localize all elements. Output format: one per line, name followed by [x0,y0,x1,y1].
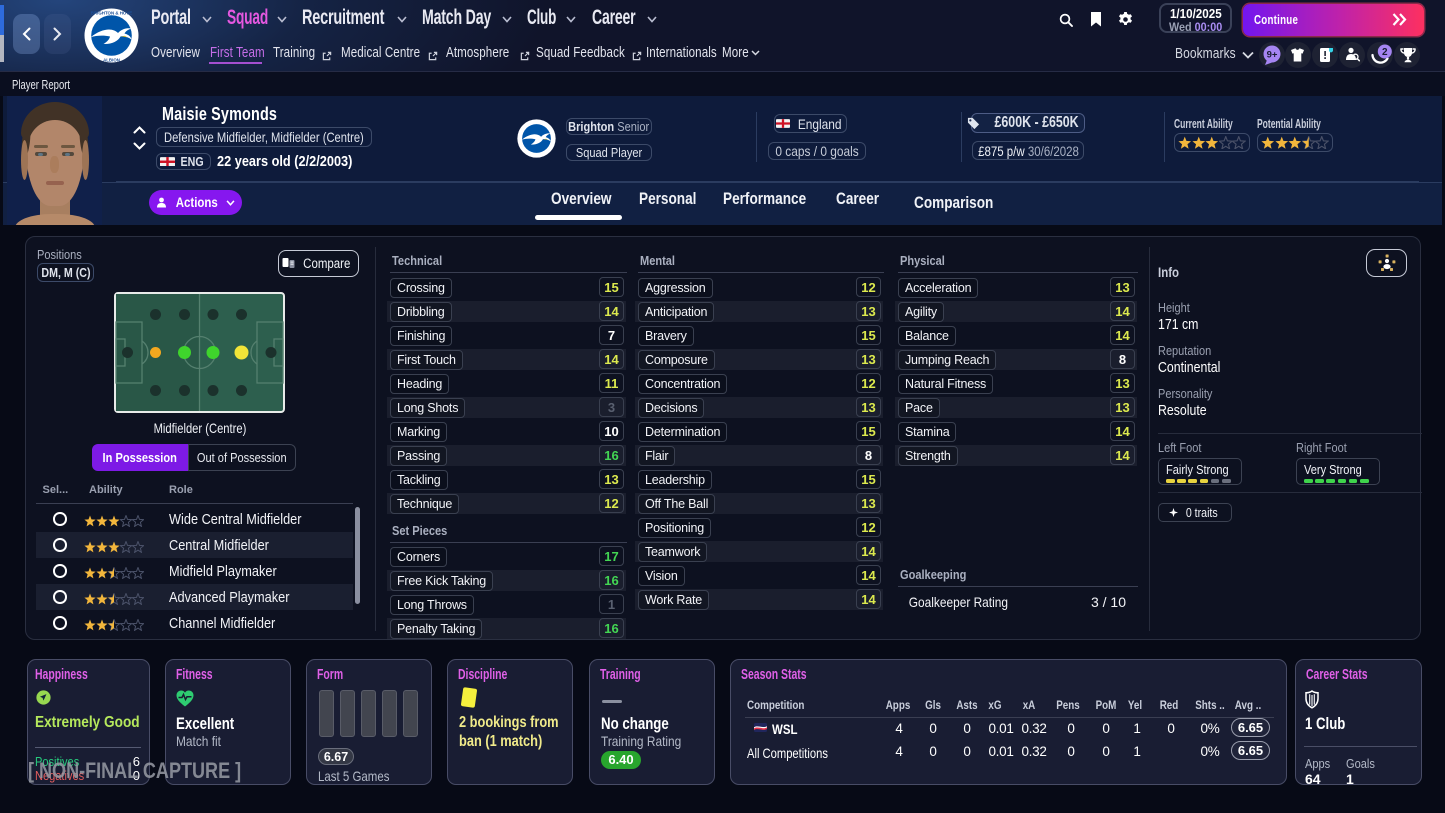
svg-text:ALBION: ALBION [103,58,120,63]
svg-text:BRIGHTON & HOVE: BRIGHTON & HOVE [91,11,132,16]
svg-text:9+: 9+ [1267,50,1278,61]
svg-text:2: 2 [1382,47,1388,58]
